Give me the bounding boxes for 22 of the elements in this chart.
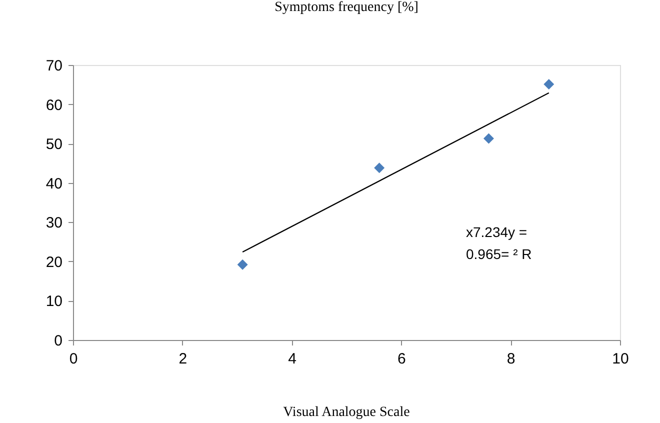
x-axis-title: Visual Analogue Scale xyxy=(283,405,410,420)
y-tick-label: 70 xyxy=(46,58,62,74)
point xyxy=(374,162,385,174)
y-tick-label: 40 xyxy=(46,175,62,192)
chart-title: Symptoms frequency [%] xyxy=(274,0,418,15)
annotation: x7.234y = xyxy=(466,224,528,240)
point xyxy=(483,133,494,144)
y-tick-label: 60 xyxy=(46,96,62,114)
x-tick-label: 2 xyxy=(178,350,188,368)
x-tick-label: 8 xyxy=(506,350,516,368)
x-tick-label: 6 xyxy=(398,350,406,368)
y-tick-label: 20 xyxy=(46,254,62,271)
x-tick-label: 4 xyxy=(288,350,296,368)
y-tick-label: 10 xyxy=(46,293,62,310)
point xyxy=(544,79,554,90)
y-tick-label: 50 xyxy=(46,136,62,154)
point xyxy=(237,259,248,270)
x-tick-label: 0 xyxy=(69,350,78,368)
y-tick-label: 0 xyxy=(54,332,62,350)
x-tick-label: 10 xyxy=(612,350,629,368)
y-tick-label: 30 xyxy=(46,214,62,232)
annotation: 0.965= ² R xyxy=(466,246,532,262)
